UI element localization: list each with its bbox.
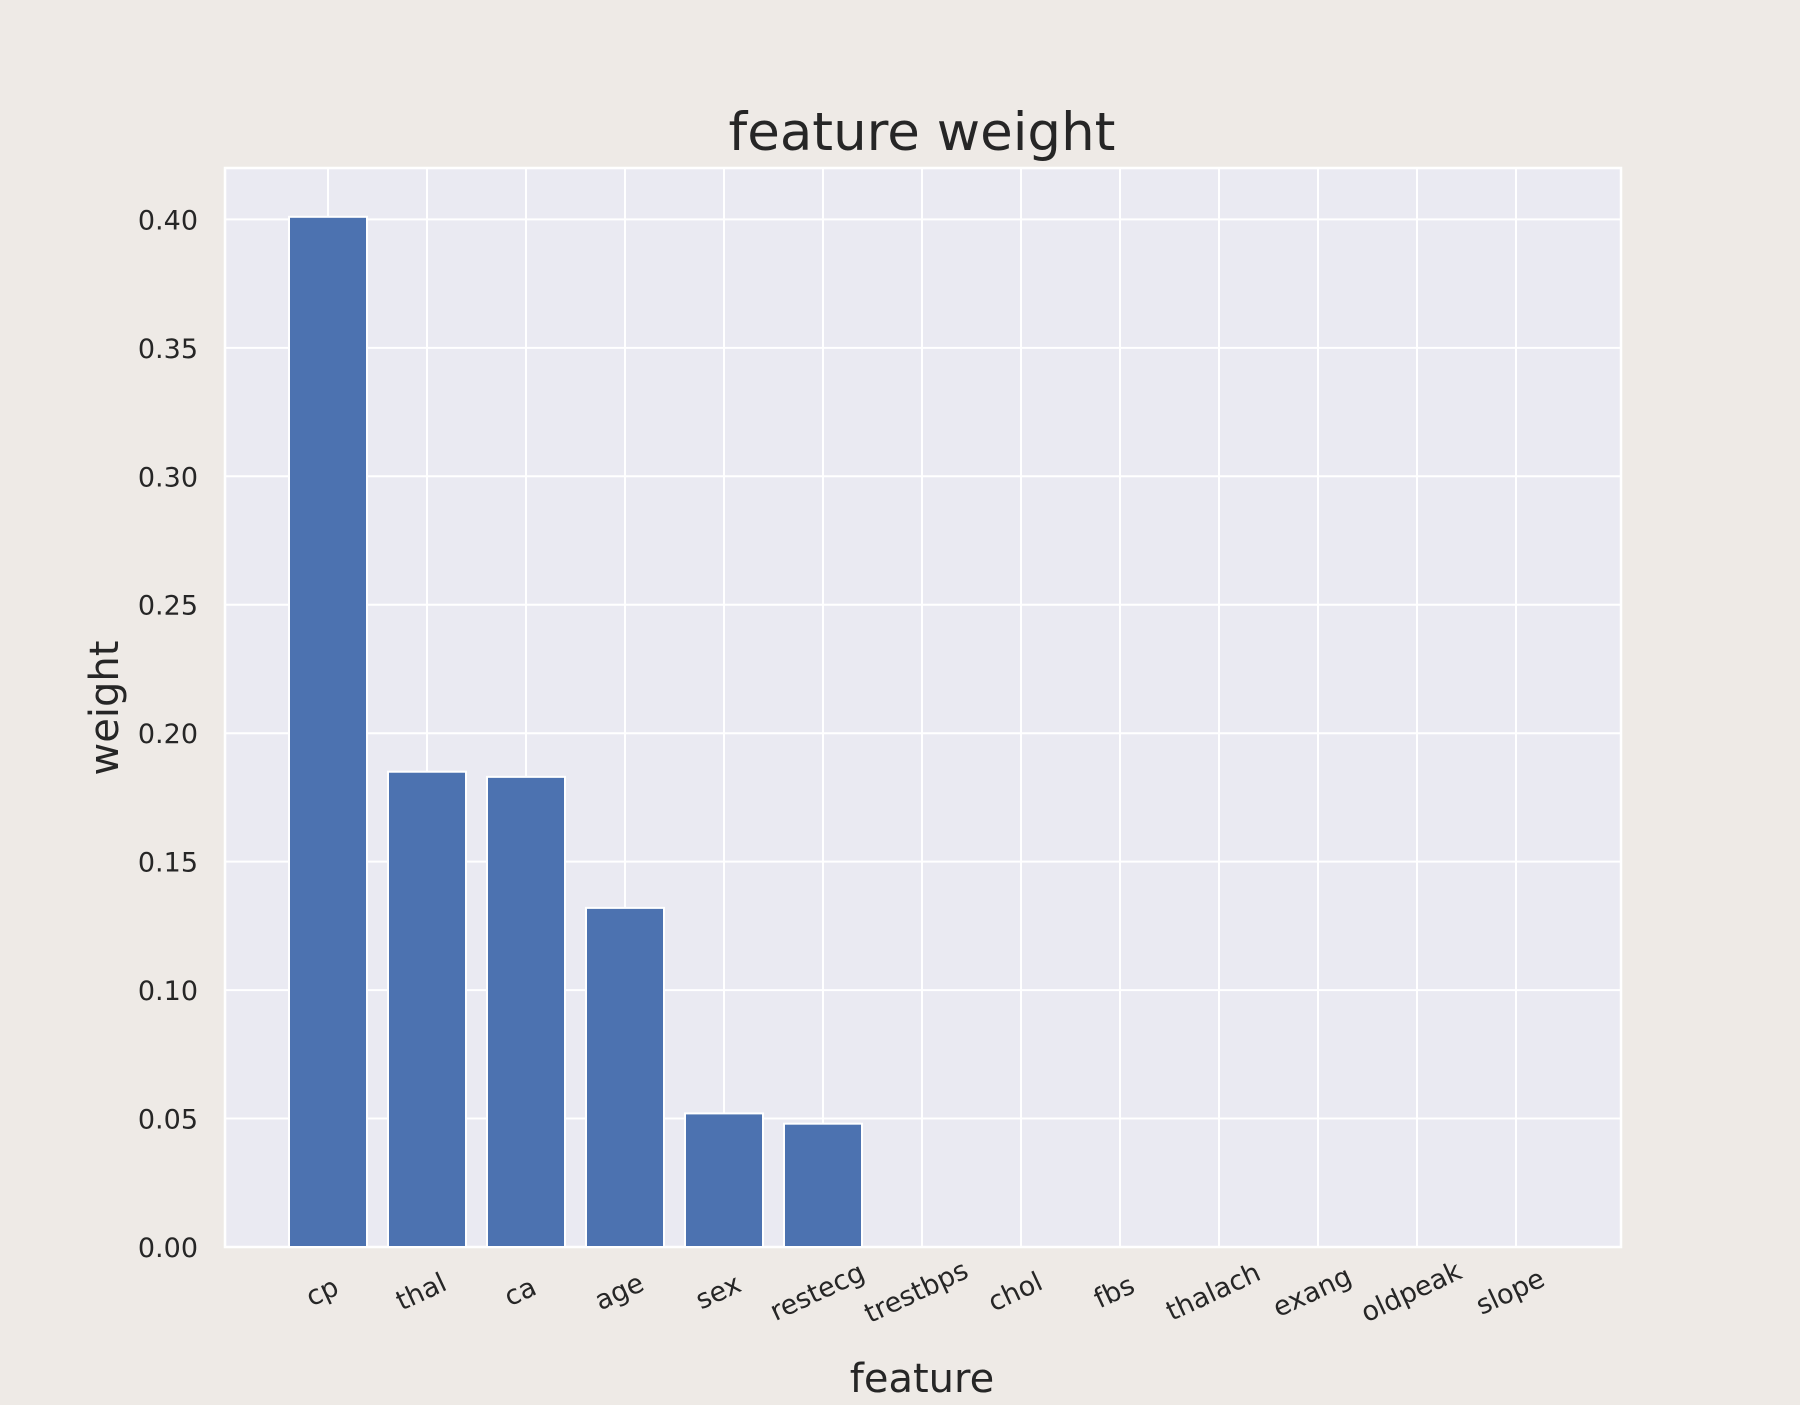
bar-restecg [783,1122,863,1248]
y-tick-label: 0.35 [138,334,198,365]
x-tick-label-thal: thal [391,1267,451,1317]
bar-age [585,906,665,1249]
y-axis-title: weight [82,641,128,776]
y-tick-label: 0.30 [138,462,198,493]
x-tick-label-ca: ca [500,1272,542,1313]
x-axis-title: feature [850,1356,994,1400]
bar-sex [684,1112,764,1249]
y-tick-label: 0.05 [138,1105,198,1136]
x-tick-label-cp: cp [301,1271,343,1313]
x-tick-label-oldpeak: oldpeak [1356,1255,1466,1329]
x-tick-label-sex: sex [691,1268,746,1316]
x-tick-label-age: age [590,1268,649,1317]
y-tick-label: 0.10 [138,976,198,1007]
y-tick-label: 0.15 [138,848,198,879]
y-tick-label: 0.40 [138,205,198,236]
y-tick-label: 0.00 [138,1233,198,1264]
x-tick-label-thalach: thalach [1161,1257,1265,1327]
x-tick-label-chol: chol [983,1266,1047,1318]
bar-cp [288,215,368,1249]
y-tick-label: 0.20 [138,719,198,750]
x-tick-label-trestbps: trestbps [860,1255,973,1330]
x-tick-label-exang: exang [1268,1261,1356,1324]
plot-frame [223,166,1623,1249]
x-tick-label-restecg: restecg [765,1257,869,1328]
x-tick-label-fbs: fbs [1089,1270,1139,1315]
y-tick-label: 0.25 [138,591,198,622]
chart-title: feature weight [729,102,1116,163]
grid-lines [223,166,1623,1249]
bar-ca [486,775,566,1248]
bars [288,215,863,1249]
bar-thal [387,770,467,1248]
y-axis-ticks: 0.00 0.05 0.10 0.15 0.20 0.25 0.30 0.35 0.40 [138,205,198,1264]
x-tick-label-slope: slope [1471,1263,1549,1321]
